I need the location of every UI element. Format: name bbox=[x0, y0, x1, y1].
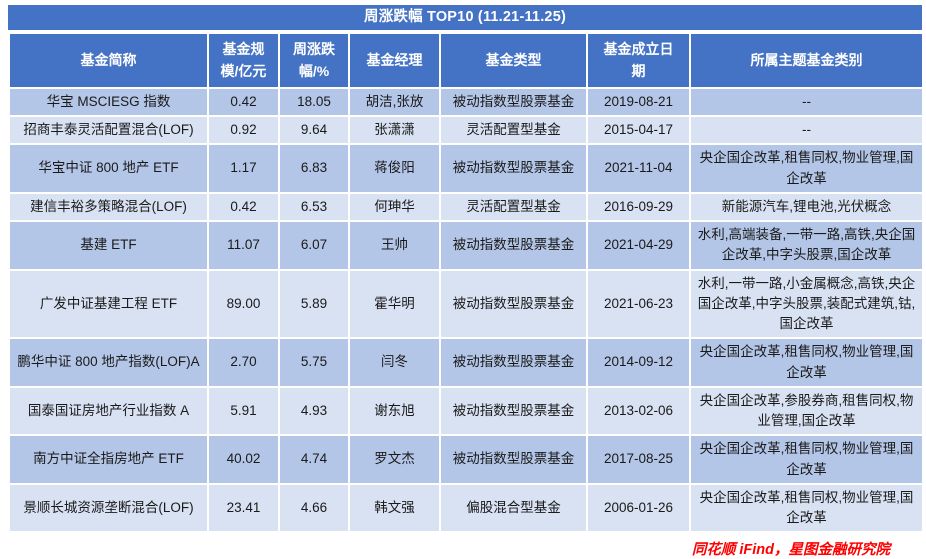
cell-established: 2019-08-21 bbox=[586, 86, 691, 118]
column-header: 基金简称 bbox=[8, 32, 209, 89]
table-row: 国泰国证房地产行业指数 A 5.91 4.93 谢东旭 被动指数型股票基金 2013-02… bbox=[8, 385, 924, 437]
cell-change: 4.93 bbox=[278, 385, 350, 437]
cell-themes: 央企国企改革,租售同权,物业管理,国企改革 bbox=[689, 337, 924, 388]
cell-established: 2013-02-06 bbox=[586, 385, 691, 437]
cell-name: 建信丰裕多策略混合(LOF) bbox=[8, 191, 209, 223]
cell-name: 华宝中证 800 地产 ETF bbox=[8, 143, 209, 194]
cell-established: 2021-04-29 bbox=[586, 220, 691, 271]
column-header: 所属主题基金类别 bbox=[689, 32, 924, 89]
cell-themes: 水利,一带一路,小金属概念,高铁,央企国企改革,中字头股票,装配式建筑,钴,国企… bbox=[689, 268, 924, 340]
cell-manager: 王帅 bbox=[348, 220, 441, 271]
cell-themes: -- bbox=[689, 115, 924, 146]
cell-change: 9.64 bbox=[278, 115, 350, 146]
cell-change: 6.07 bbox=[278, 220, 350, 271]
table-row: 华宝中证 800 地产 ETF 1.17 6.83 蒋俊阳 被动指数型股票基金 2021-… bbox=[8, 143, 924, 194]
fund-table-head: 基金简称 基金规模/亿元 周涨跌幅/% 基金经理 基金类型 基金成立日期 所属主题基金类别 bbox=[8, 32, 924, 89]
cell-established: 2021-06-23 bbox=[586, 268, 691, 340]
cell-manager: 闫冬 bbox=[348, 337, 441, 388]
column-header: 基金成立日期 bbox=[586, 32, 691, 89]
cell-scale: 0.42 bbox=[207, 86, 280, 118]
cell-name: 南方中证全指房地产 ETF bbox=[8, 434, 209, 485]
cell-themes: 央企国企改革,租售同权,物业管理,国企改革 bbox=[689, 434, 924, 485]
column-header: 基金规模/亿元 bbox=[207, 32, 280, 89]
cell-themes: 水利,高端装备,一带一路,高铁,央企国企改革,中字头股票,国企改革 bbox=[689, 220, 924, 271]
cell-scale: 0.92 bbox=[207, 115, 280, 146]
cell-manager: 霍华明 bbox=[348, 268, 441, 340]
cell-manager: 胡洁,张放 bbox=[348, 86, 441, 118]
cell-type: 被动指数型股票基金 bbox=[439, 337, 588, 388]
cell-scale: 89.00 bbox=[207, 268, 280, 340]
cell-type: 被动指数型股票基金 bbox=[439, 385, 588, 437]
cell-scale: 23.41 bbox=[207, 482, 280, 534]
cell-type: 灵活配置型基金 bbox=[439, 191, 588, 223]
cell-themes: -- bbox=[689, 86, 924, 118]
cell-change: 18.05 bbox=[278, 86, 350, 118]
cell-manager: 蒋俊阳 bbox=[348, 143, 441, 194]
cell-themes: 新能源汽车,锂电池,光伏概念 bbox=[689, 191, 924, 223]
table-row: 南方中证全指房地产 ETF 40.02 4.74 罗文杰 被动指数型股票基金 2017-0… bbox=[8, 434, 924, 485]
cell-scale: 5.91 bbox=[207, 385, 280, 437]
cell-name: 招商丰泰灵活配置混合(LOF) bbox=[8, 115, 209, 146]
cell-manager: 张潇潇 bbox=[348, 115, 441, 146]
cell-established: 2015-04-17 bbox=[586, 115, 691, 146]
table-row: 广发中证基建工程 ETF 89.00 5.89 霍华明 被动指数型股票基金 2021-06… bbox=[8, 268, 924, 340]
cell-change: 5.89 bbox=[278, 268, 350, 340]
table-row: 建信丰裕多策略混合(LOF) 0.42 6.53 何珅华 灵活配置型基金 2016-09-… bbox=[8, 191, 924, 223]
cell-scale: 11.07 bbox=[207, 220, 280, 271]
cell-scale: 0.42 bbox=[207, 191, 280, 223]
cell-name: 国泰国证房地产行业指数 A bbox=[8, 385, 209, 437]
cell-name: 基建 ETF bbox=[8, 220, 209, 271]
table-row: 华宝 MSCIESG 指数 0.42 18.05 胡洁,张放 被动指数型股票基金 2019… bbox=[8, 86, 924, 118]
cell-manager: 谢东旭 bbox=[348, 385, 441, 437]
cell-name: 广发中证基建工程 ETF bbox=[8, 268, 209, 340]
cell-manager: 罗文杰 bbox=[348, 434, 441, 485]
table-title: 周涨跌幅 TOP10 (11.21-11.25) bbox=[8, 5, 922, 30]
cell-established: 2021-11-04 bbox=[586, 143, 691, 194]
cell-change: 6.53 bbox=[278, 191, 350, 223]
table-row: 鹏华中证 800 地产指数(LOF)A 2.70 5.75 闫冬 被动指数型股票基金 20… bbox=[8, 337, 924, 388]
table-row: 景顺长城资源垄断混合(LOF) 23.41 4.66 韩文强 偏股混合型基金 2006-0… bbox=[8, 482, 924, 534]
cell-change: 6.83 bbox=[278, 143, 350, 194]
cell-themes: 央企国企改革,参股券商,租售同权,物业管理,国企改革 bbox=[689, 385, 924, 437]
cell-established: 2014-09-12 bbox=[586, 337, 691, 388]
cell-themes: 央企国企改革,租售同权,物业管理,国企改革 bbox=[689, 482, 924, 534]
cell-themes: 央企国企改革,租售同权,物业管理,国企改革 bbox=[689, 143, 924, 194]
fund-top10-table-container: 周涨跌幅 TOP10 (11.21-11.25) 基金简称 基金规模/亿元 周涨跌幅… bbox=[8, 5, 924, 559]
cell-type: 被动指数型股票基金 bbox=[439, 86, 588, 118]
column-header: 基金经理 bbox=[348, 32, 441, 89]
column-header: 基金类型 bbox=[439, 32, 588, 89]
cell-change: 4.66 bbox=[278, 482, 350, 534]
cell-type: 偏股混合型基金 bbox=[439, 482, 588, 534]
fund-table: 基金简称 基金规模/亿元 周涨跌幅/% 基金经理 基金类型 基金成立日期 所属主题基金类别 … bbox=[8, 32, 924, 534]
header-row: 基金简称 基金规模/亿元 周涨跌幅/% 基金经理 基金类型 基金成立日期 所属主题基金类别 bbox=[8, 32, 924, 89]
data-source-attribution: 同花顺 iFind，星图金融研究院 bbox=[691, 542, 890, 559]
table-row: 基建 ETF 11.07 6.07 王帅 被动指数型股票基金 2021-04-29 水利,高… bbox=[8, 220, 924, 271]
cell-type: 被动指数型股票基金 bbox=[439, 143, 588, 194]
cell-name: 华宝 MSCIESG 指数 bbox=[8, 86, 209, 118]
cell-change: 4.74 bbox=[278, 434, 350, 485]
cell-type: 被动指数型股票基金 bbox=[439, 434, 588, 485]
cell-scale: 2.70 bbox=[207, 337, 280, 388]
cell-type: 灵活配置型基金 bbox=[439, 115, 588, 146]
cell-scale: 40.02 bbox=[207, 434, 280, 485]
cell-scale: 1.17 bbox=[207, 143, 280, 194]
cell-change: 5.75 bbox=[278, 337, 350, 388]
cell-type: 被动指数型股票基金 bbox=[439, 268, 588, 340]
cell-established: 2017-08-25 bbox=[586, 434, 691, 485]
cell-established: 2006-01-26 bbox=[586, 482, 691, 534]
cell-type: 被动指数型股票基金 bbox=[439, 220, 588, 271]
table-row: 招商丰泰灵活配置混合(LOF) 0.92 9.64 张潇潇 灵活配置型基金 2015-04… bbox=[8, 115, 924, 146]
cell-manager: 何珅华 bbox=[348, 191, 441, 223]
cell-name: 景顺长城资源垄断混合(LOF) bbox=[8, 482, 209, 534]
fund-table-body: 华宝 MSCIESG 指数 0.42 18.05 胡洁,张放 被动指数型股票基金 2019… bbox=[8, 86, 924, 534]
cell-name: 鹏华中证 800 地产指数(LOF)A bbox=[8, 337, 209, 388]
cell-established: 2016-09-29 bbox=[586, 191, 691, 223]
column-header: 周涨跌幅/% bbox=[278, 32, 350, 89]
cell-manager: 韩文强 bbox=[348, 482, 441, 534]
